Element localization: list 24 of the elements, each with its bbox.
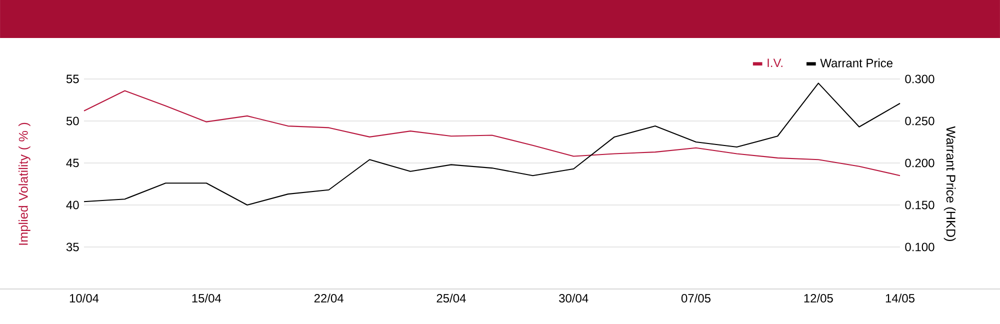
x-tick-label: 25/04 [436,294,466,303]
x-tick-label: 14/05 [886,294,914,303]
legend-label: Warrant Price [820,58,893,68]
y-tick-label: 45 [66,158,79,168]
x-tick-label: 15/04 [192,294,222,303]
x-tick-label: 22/04 [314,294,344,303]
legend-label: I.V. [768,58,782,67]
y-tick-label: 40 [66,200,79,210]
y-axis-title: Implied Volatility ( % ) [18,122,30,245]
line-series [83,90,901,176]
y2-tick-label: 0.200 [905,158,934,168]
y2-tick-label: 0.150 [905,200,934,210]
x-tick-label: 10/04 [70,294,99,303]
y-tick-label: 50 [66,116,79,126]
y-tick-label: 35 [66,242,79,252]
y-tick-label: 55 [66,74,79,84]
y2-tick-label: 0.100 [905,242,934,252]
x-tick-label: 12/05 [804,294,833,303]
y2-tick-label: 0.250 [905,116,934,126]
x-tick-label: 30/04 [559,294,588,303]
line-series [83,82,901,206]
x-tick-label: 07/05 [681,294,711,303]
y2-axis-title: Warrant Price (HKD) [944,126,956,242]
y2-tick-label: 0.300 [905,74,934,84]
